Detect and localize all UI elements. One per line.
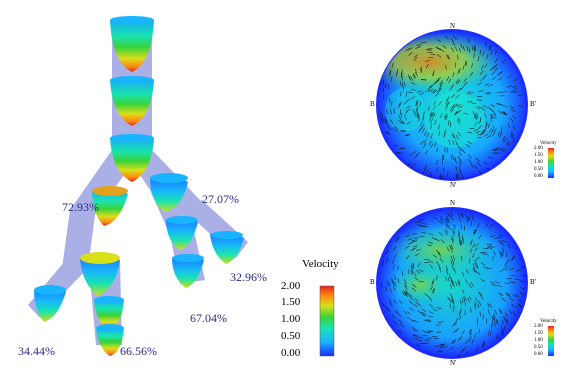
mini-legend-lower-tick: 1.00 <box>534 338 543 343</box>
colorbar-tick: 1.00 <box>281 313 300 325</box>
section-upper-label-right: B' <box>530 100 536 108</box>
percent-left-outer: 34.44% <box>18 344 55 359</box>
mini-colorbar-lower <box>548 326 554 356</box>
colorbar-tick: 2.00 <box>281 280 300 292</box>
mini-legend-upper-tick: 0.00 <box>534 174 543 179</box>
mini-legend-upper-tick: 1.00 <box>534 160 543 165</box>
mini-legend-lower-tick: 2.00 <box>534 324 543 329</box>
mini-legend-upper-tick: 1.50 <box>534 153 543 158</box>
percent-left-inner: 66.56% <box>120 344 157 359</box>
colorbar-title: Velocity <box>302 258 339 270</box>
cross-section-upper <box>360 29 528 181</box>
mini-legend-lower-tick: 0.00 <box>534 352 543 357</box>
section-lower-label-right: B' <box>530 278 536 286</box>
mini-legend-lower-tick: 0.50 <box>534 345 543 350</box>
percent-left-branch: 72.93% <box>62 200 99 215</box>
velocity-colorbar <box>320 286 334 356</box>
profile-right-outer <box>210 231 244 264</box>
section-lower-label-left: B <box>370 278 375 286</box>
section-lower-label-bottom: N' <box>450 359 456 367</box>
mini-colorbar-upper <box>548 148 554 178</box>
percent-right-branch: 27.07% <box>202 192 239 207</box>
colorbar-tick: 0.50 <box>281 330 300 342</box>
colorbar-tick: 0.00 <box>281 347 300 359</box>
section-upper-label-bottom: N' <box>450 181 456 189</box>
section-lower-label-top: N <box>450 199 455 207</box>
mini-legend-lower-tick: 1.50 <box>534 331 543 336</box>
percent-right-outer: 32.96% <box>230 270 267 285</box>
profile-right-3 <box>172 254 204 288</box>
percent-right-inner: 67.04% <box>190 311 227 326</box>
colorbar-tick: 1.50 <box>281 296 300 308</box>
mini-legend-upper-tick: 2.00 <box>534 146 543 151</box>
section-upper-label-top: N <box>450 22 455 30</box>
cross-section-lower <box>376 207 528 359</box>
section-upper-label-left: B <box>370 100 375 108</box>
mini-legend-upper-tick: 0.50 <box>534 167 543 172</box>
